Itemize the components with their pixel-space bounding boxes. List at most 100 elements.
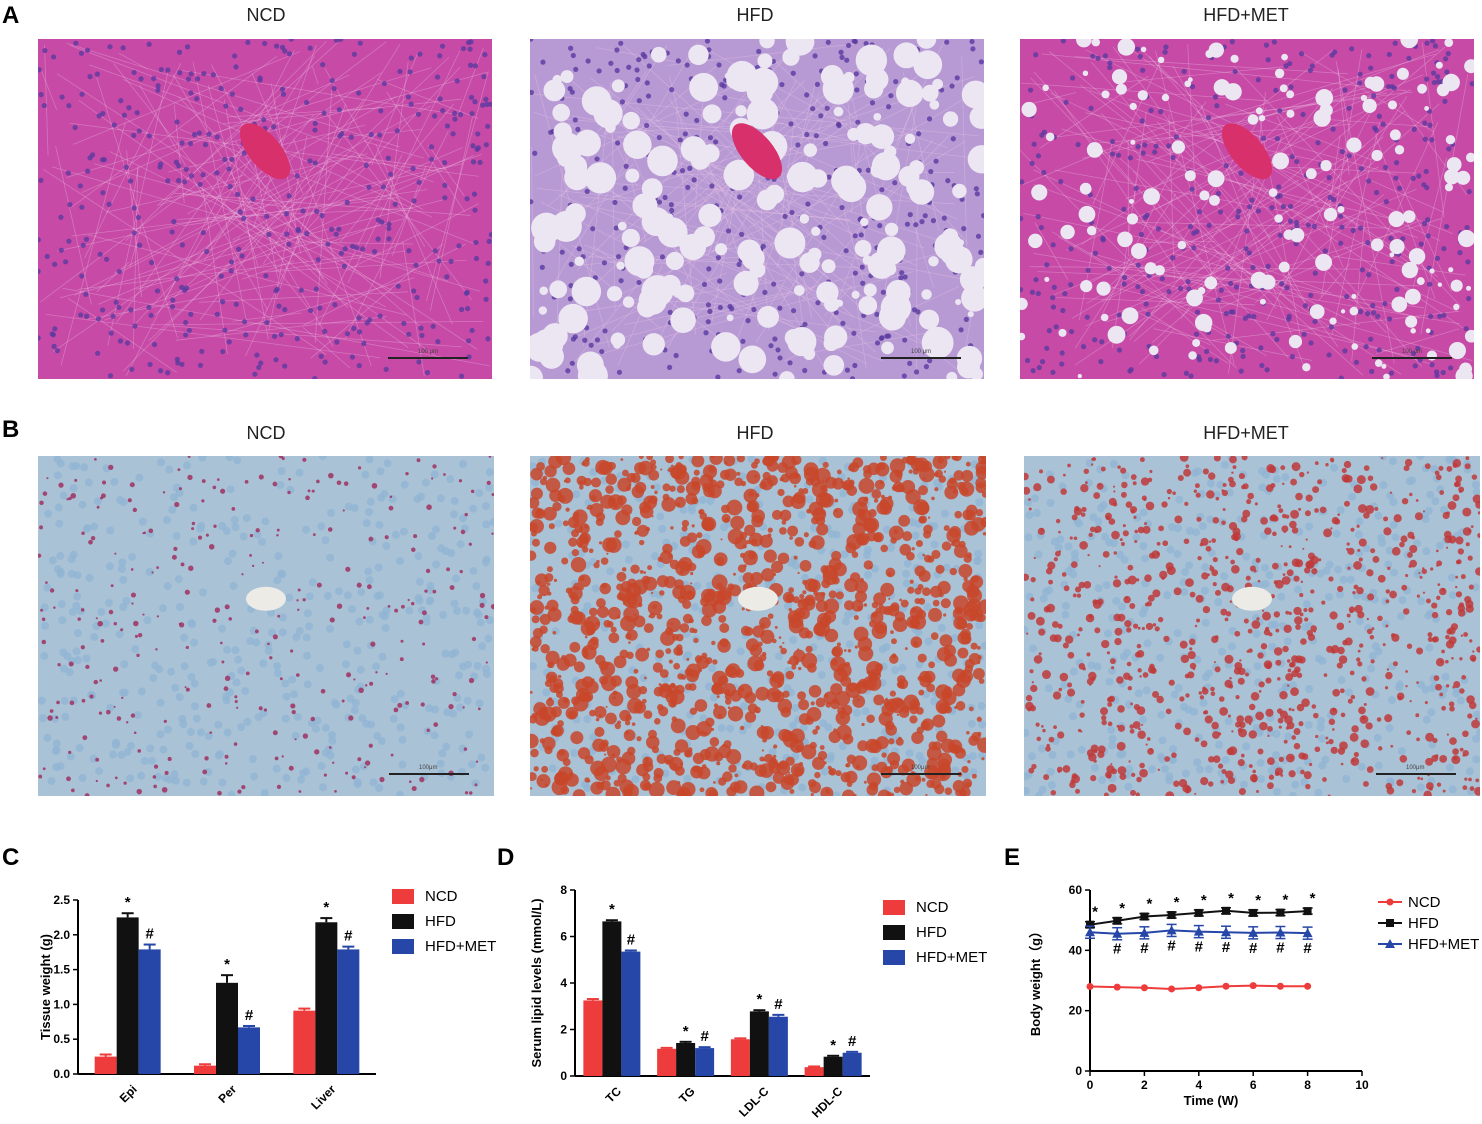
- nucleus: [1139, 118, 1145, 124]
- lipid-droplet: [937, 456, 944, 464]
- nucleus: [679, 505, 688, 514]
- lipid-droplet: [449, 585, 455, 590]
- lipid-droplet: [854, 580, 868, 594]
- sinusoid: [1182, 107, 1268, 240]
- lipid-droplet: [413, 534, 418, 539]
- nucleus: [1410, 175, 1416, 181]
- lipid-droplet: [956, 673, 971, 688]
- lipid-droplet: [868, 671, 877, 681]
- lipid-droplet: [297, 588, 301, 592]
- lipid-droplet: [969, 613, 977, 621]
- sinusoid: [228, 160, 421, 327]
- lipid-droplet: [224, 604, 230, 610]
- nucleus: [968, 752, 977, 761]
- lipid-droplet: [541, 765, 549, 773]
- nucleus: [930, 697, 939, 706]
- lipid-droplet: [1114, 575, 1118, 579]
- nucleus: [1106, 265, 1112, 271]
- nucleus: [107, 44, 113, 50]
- lipid-droplet: [812, 729, 818, 735]
- sinusoid: [87, 283, 279, 320]
- nucleus: [185, 741, 194, 750]
- fat-vacuole: [1157, 56, 1165, 64]
- nucleus: [1035, 214, 1041, 220]
- lipid-droplet: [822, 461, 829, 469]
- lipid-droplet: [916, 726, 924, 734]
- nucleus: [460, 45, 467, 52]
- nucleus: [131, 69, 137, 76]
- nucleus: [1263, 42, 1270, 48]
- nucleus: [963, 316, 969, 323]
- lipid-droplet: [727, 706, 731, 710]
- nucleus: [1107, 64, 1113, 71]
- lipid-droplet: [912, 468, 920, 475]
- lipid-droplet: [81, 698, 86, 703]
- nucleus: [893, 79, 899, 85]
- nucleus: [1038, 785, 1047, 794]
- lipid-droplet: [873, 498, 879, 503]
- sinusoid: [345, 203, 480, 272]
- fat-vacuole: [1148, 345, 1159, 356]
- lipid-droplet: [224, 762, 228, 765]
- nucleus: [442, 195, 448, 201]
- fat-vacuole: [702, 104, 722, 124]
- nucleus: [1311, 223, 1317, 229]
- sinusoid: [734, 77, 840, 345]
- nucleus: [386, 221, 392, 227]
- nucleus: [874, 340, 881, 346]
- lipid-droplet: [477, 707, 481, 711]
- sinusoid: [303, 243, 466, 326]
- nucleus: [658, 524, 667, 533]
- nucleus: [1434, 372, 1440, 379]
- nucleus: [913, 369, 920, 375]
- lipid-droplet: [820, 510, 826, 516]
- nucleus: [131, 132, 137, 139]
- nucleus: [471, 779, 480, 788]
- lipid-droplet: [542, 475, 548, 481]
- lipid-droplet: [675, 462, 683, 469]
- sinusoid: [193, 114, 315, 266]
- lipid-droplet: [744, 711, 757, 723]
- nucleus: [1190, 468, 1199, 477]
- nucleus: [1084, 314, 1090, 320]
- nucleus: [739, 702, 748, 711]
- lipid-droplet: [394, 608, 399, 613]
- sinusoid: [1041, 53, 1407, 92]
- nucleus: [927, 358, 933, 364]
- lipid-droplet: [891, 485, 898, 492]
- lipid-droplet: [488, 456, 492, 458]
- lipid-droplet: [735, 668, 745, 678]
- nucleus: [727, 303, 733, 310]
- fat-vacuole: [1184, 170, 1196, 182]
- lipid-droplet: [88, 539, 93, 545]
- nucleus: [1092, 337, 1098, 343]
- nucleus: [1436, 79, 1442, 85]
- sinusoid: [1119, 157, 1364, 376]
- lipid-droplet: [479, 602, 485, 609]
- lipid-droplet: [1076, 593, 1082, 598]
- lipid-droplet: [726, 499, 743, 516]
- fat-vacuole: [574, 129, 601, 157]
- lipid-droplet: [797, 648, 800, 651]
- sinusoid: [135, 218, 405, 290]
- nucleus: [327, 730, 336, 739]
- lipid-droplet: [185, 687, 190, 692]
- lipid-droplet: [825, 789, 830, 794]
- fat-vacuole: [637, 297, 657, 318]
- lipid-droplet: [582, 647, 589, 654]
- lipid-droplet: [661, 497, 677, 512]
- lipid-droplet: [164, 770, 169, 775]
- lipid-droplet: [539, 613, 551, 626]
- lipid-droplet: [764, 753, 774, 763]
- fat-vacuole: [1402, 210, 1416, 223]
- nucleus: [1316, 723, 1325, 732]
- lipid-droplet: [1110, 763, 1113, 766]
- nucleus: [66, 752, 75, 761]
- nucleus: [1395, 680, 1404, 689]
- nucleus: [188, 311, 194, 317]
- nucleus: [902, 337, 908, 343]
- lipid-droplet: [191, 521, 196, 526]
- fat-vacuole: [974, 257, 984, 275]
- lipid-droplet: [287, 490, 291, 495]
- lipid-droplet: [1328, 738, 1334, 745]
